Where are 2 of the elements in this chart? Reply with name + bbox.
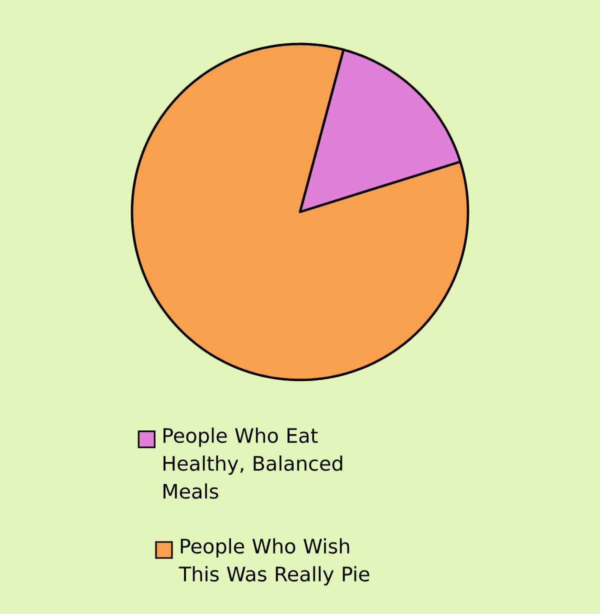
legend-label: People Who Wish This Was Really Pie (178, 538, 370, 586)
legend-label: People Who Eat Healthy, Balanced Meals (164, 428, 342, 499)
